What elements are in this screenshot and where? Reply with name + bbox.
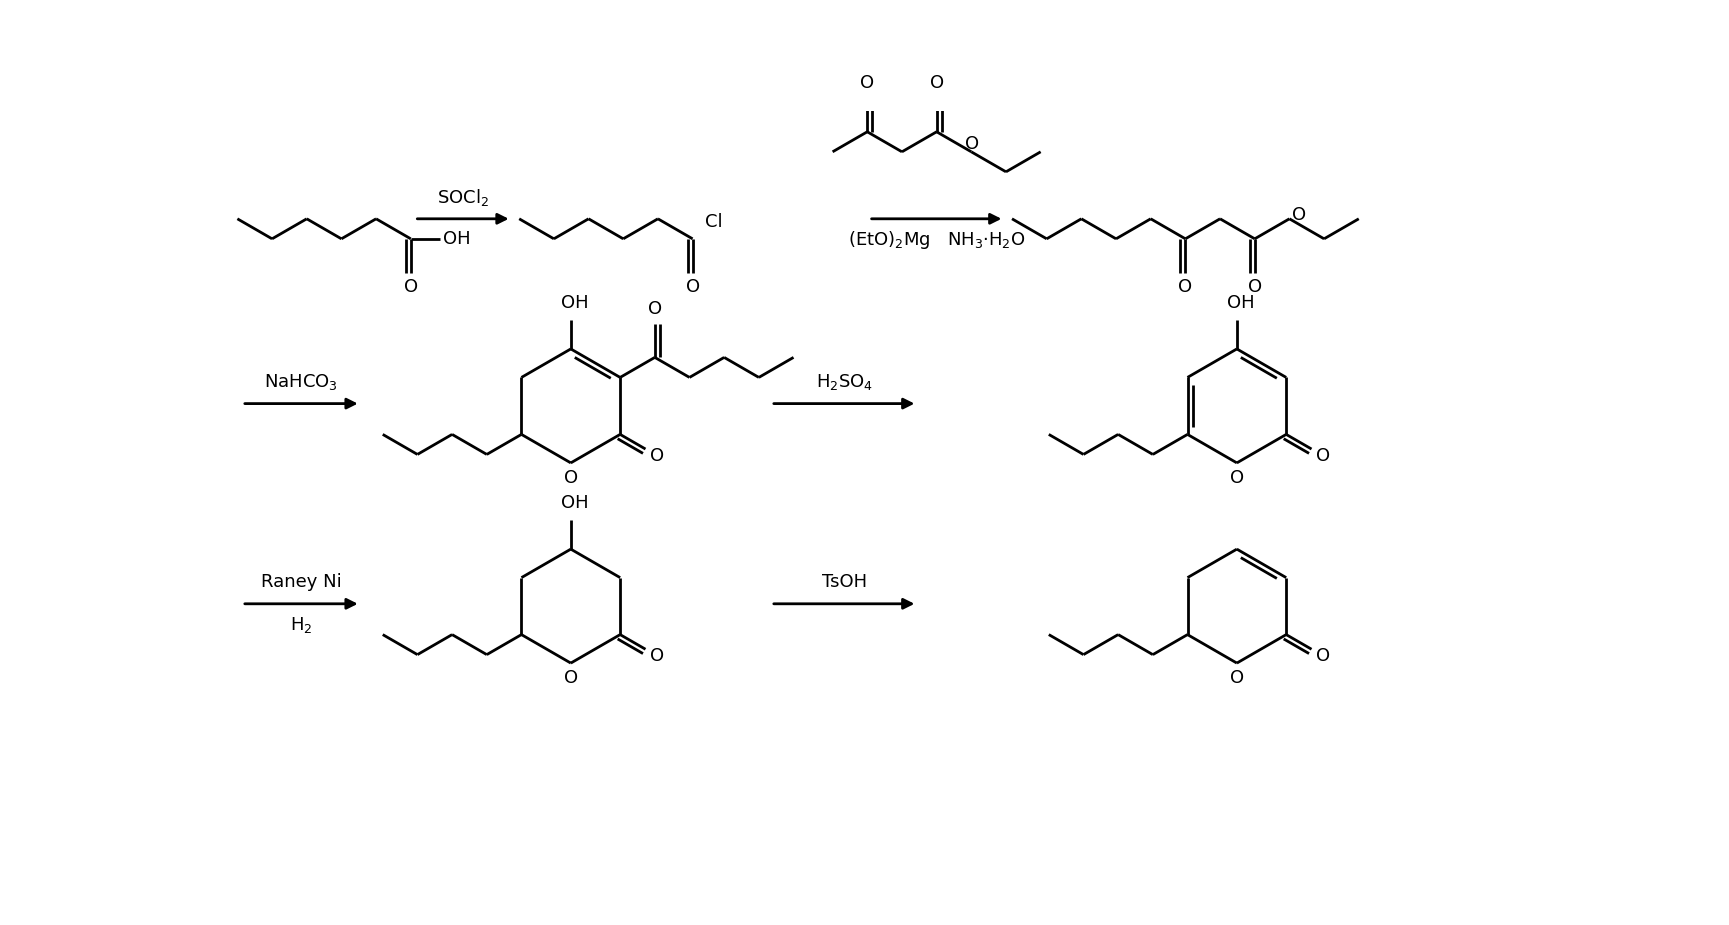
Text: O: O: [930, 74, 944, 92]
Text: Raney Ni: Raney Ni: [261, 574, 342, 591]
Text: OH: OH: [560, 294, 588, 312]
Text: H$_2$: H$_2$: [290, 615, 313, 635]
Text: O: O: [1316, 648, 1331, 665]
Text: OH: OH: [560, 494, 588, 512]
Text: O: O: [861, 74, 875, 92]
Text: O: O: [1179, 278, 1193, 296]
Text: O: O: [405, 278, 418, 296]
Text: O: O: [1248, 278, 1262, 296]
Text: O: O: [1316, 447, 1331, 465]
Text: O: O: [1292, 206, 1307, 224]
Text: Cl: Cl: [705, 213, 723, 231]
Text: O: O: [650, 648, 664, 665]
Text: SOCl$_2$: SOCl$_2$: [437, 187, 489, 208]
Text: O: O: [685, 278, 700, 296]
Text: NaHCO$_3$: NaHCO$_3$: [265, 372, 339, 392]
Text: OH: OH: [1228, 294, 1255, 312]
Text: O: O: [564, 469, 577, 487]
Text: O: O: [648, 300, 662, 318]
Text: OH: OH: [443, 229, 470, 248]
Text: O: O: [650, 447, 664, 465]
Text: (EtO)$_2$Mg   NH$_3·$H$_2$O: (EtO)$_2$Mg NH$_3·$H$_2$O: [847, 229, 1025, 252]
Text: O: O: [564, 670, 577, 687]
Text: O: O: [1229, 469, 1243, 487]
Text: O: O: [1229, 670, 1243, 687]
Text: TsOH: TsOH: [821, 574, 866, 591]
Text: O: O: [965, 135, 979, 154]
Text: H$_2$SO$_4$: H$_2$SO$_4$: [816, 372, 873, 392]
